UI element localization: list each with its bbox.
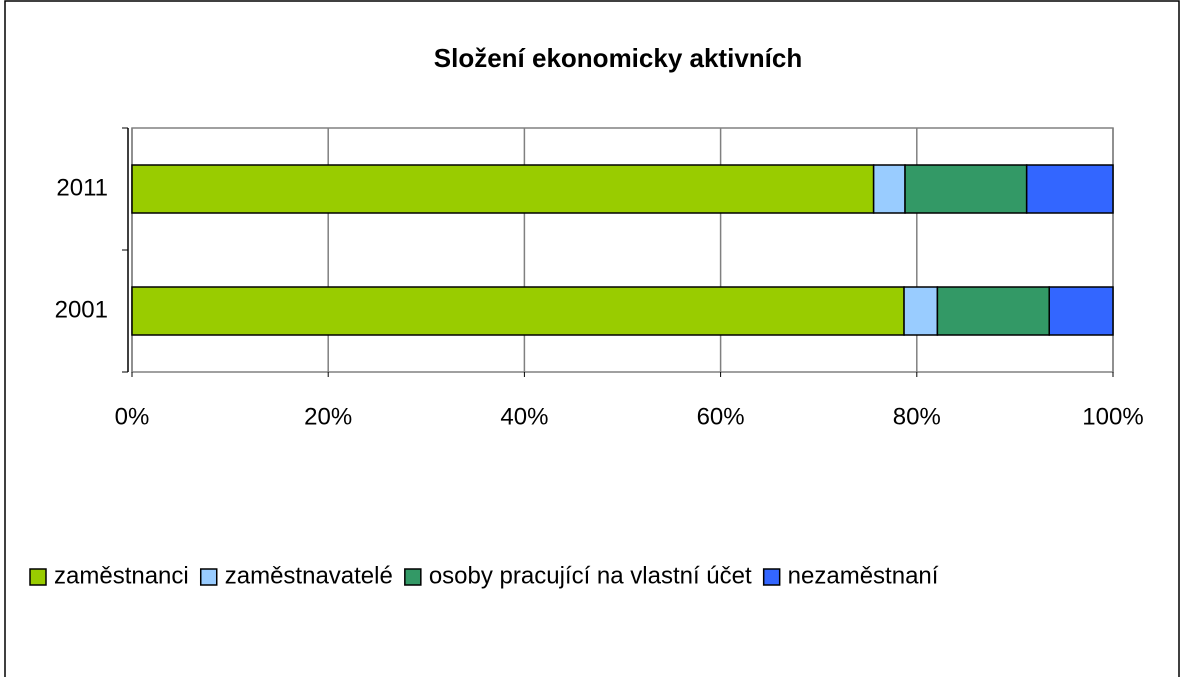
bar-segment	[131, 286, 905, 336]
legend-swatch	[29, 568, 47, 586]
legend-label: zaměstnavatelé	[225, 562, 393, 589]
x-tick-label: 80%	[893, 403, 941, 430]
bar-segment	[1048, 286, 1114, 336]
bar-segment	[1025, 164, 1114, 214]
legend-swatch	[404, 568, 422, 586]
bar-segment	[131, 164, 875, 214]
y-tick-label: 2001	[55, 296, 108, 323]
x-tick-label: 60%	[697, 403, 745, 430]
bar-segment	[872, 164, 906, 214]
chart-title: Složení ekonomicky aktivních	[434, 43, 802, 73]
bar-segment	[904, 164, 1028, 214]
bar-segment	[936, 286, 1050, 336]
legend-label: osoby pracující na vlastní účet	[429, 562, 752, 589]
x-tick-label: 0%	[115, 403, 150, 430]
legend-swatch	[762, 568, 781, 586]
chart-frame	[4, 0, 1180, 677]
legend-swatch	[199, 568, 218, 586]
bar-segment	[903, 286, 939, 336]
legend-label: nezaměstnaní	[788, 562, 939, 589]
x-tick-label: 20%	[304, 403, 352, 430]
legend-label: zaměstnanci	[54, 562, 189, 589]
x-tick-label: 40%	[500, 403, 548, 430]
x-tick-label: 100%	[1082, 403, 1143, 430]
y-tick-label: 2011	[56, 174, 108, 201]
